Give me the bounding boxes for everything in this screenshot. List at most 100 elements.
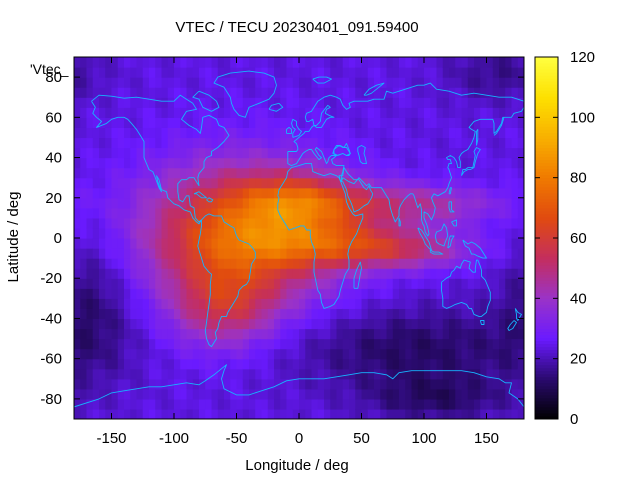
- heatmap-cell: [74, 147, 81, 159]
- heatmap-cell: [211, 358, 219, 370]
- heatmap-cell: [211, 187, 219, 199]
- heatmap-cell: [324, 207, 331, 219]
- heatmap-cell: [249, 107, 256, 118]
- heatmap-cell: [255, 147, 263, 159]
- heatmap-cell: [367, 328, 375, 340]
- heatmap-cell: [211, 87, 219, 98]
- heatmap-cell: [224, 258, 231, 269]
- heatmap-cell: [492, 107, 500, 118]
- chart-title: VTEC / TECU 20230401_091.59400: [175, 19, 418, 36]
- heatmap-cell: [342, 127, 350, 139]
- heatmap-cell: [349, 378, 356, 390]
- heatmap-cell: [342, 167, 350, 179]
- heatmap-cell: [367, 197, 375, 209]
- heatmap-cell: [249, 187, 256, 199]
- heatmap-cell: [386, 298, 394, 309]
- colorbar-step: [535, 415, 558, 420]
- heatmap-cell: [330, 227, 338, 239]
- heatmap-cell: [255, 398, 263, 410]
- colorbar-step: [535, 225, 558, 230]
- heatmap-cell: [499, 57, 506, 68]
- heatmap-cell: [74, 107, 81, 118]
- y-tick-label: -60: [40, 351, 62, 368]
- heatmap-cell: [130, 328, 138, 340]
- colorbar-step: [535, 162, 558, 167]
- heatmap-cell: [161, 57, 169, 68]
- heatmap-cell: [461, 57, 469, 68]
- heatmap-cell: [180, 258, 188, 269]
- heatmap-cell: [199, 248, 206, 259]
- heatmap-cell: [330, 358, 338, 370]
- heatmap-cell: [186, 127, 194, 139]
- heatmap-cell: [405, 97, 413, 108]
- heatmap-cell: [274, 107, 281, 118]
- heatmap-cell: [99, 57, 106, 68]
- heatmap-cell: [180, 187, 188, 199]
- heatmap-cell: [467, 318, 475, 330]
- heatmap-cell: [167, 328, 175, 340]
- heatmap-cell: [230, 87, 238, 98]
- heatmap-cell: [461, 288, 469, 299]
- heatmap-cell: [361, 318, 369, 330]
- heatmap-cell: [274, 388, 281, 400]
- heatmap-cell: [142, 57, 150, 68]
- heatmap-cell: [142, 308, 150, 320]
- heatmap-cell: [330, 187, 338, 199]
- heatmap-cell: [149, 268, 156, 279]
- heatmap-cell: [430, 227, 438, 239]
- heatmap-cell: [274, 338, 281, 350]
- heatmap-cell: [92, 107, 100, 118]
- heatmap-cell: [367, 187, 375, 199]
- heatmap-cell: [299, 127, 306, 139]
- heatmap-cell: [374, 117, 381, 128]
- heatmap-cell: [242, 57, 250, 68]
- heatmap-cell: [499, 127, 506, 139]
- colorbar-step: [535, 271, 558, 275]
- heatmap-cell: [336, 67, 344, 78]
- x-tick-label: 150: [474, 430, 499, 447]
- heatmap-cell: [280, 187, 288, 199]
- heatmap-cell: [342, 298, 350, 309]
- heatmap-cell: [442, 97, 450, 108]
- heatmap-cell: [392, 117, 400, 128]
- heatmap-cell: [399, 137, 406, 149]
- heatmap-cell: [361, 207, 369, 219]
- heatmap-cell: [317, 378, 325, 390]
- heatmap-cell: [155, 137, 163, 149]
- heatmap-cell: [86, 177, 94, 189]
- heatmap-cell: [505, 248, 513, 259]
- heatmap-cell: [292, 318, 300, 330]
- heatmap-cell: [267, 227, 275, 239]
- heatmap-cell: [405, 338, 413, 350]
- heatmap-cell: [455, 358, 463, 370]
- colorbar-step: [535, 316, 558, 320]
- heatmap-cell: [517, 117, 524, 128]
- heatmap-cell: [492, 87, 500, 98]
- heatmap-cell: [167, 67, 175, 78]
- heatmap-cell: [111, 137, 119, 149]
- colorbar-step: [535, 340, 558, 345]
- heatmap-cell: [436, 207, 444, 219]
- heatmap-cell: [280, 398, 288, 410]
- heatmap-cell: [411, 157, 419, 169]
- heatmap-cell: [299, 398, 306, 410]
- heatmap-cell: [386, 57, 394, 68]
- heatmap-cell: [136, 117, 144, 128]
- colorbar-tick-label: 100: [570, 109, 595, 126]
- heatmap-cell: [436, 398, 444, 410]
- heatmap-cell: [336, 268, 344, 279]
- heatmap-cell: [174, 77, 181, 88]
- heatmap-cell: [211, 348, 219, 360]
- heatmap-cell: [492, 328, 500, 340]
- heatmap-cell: [124, 388, 131, 400]
- heatmap-cell: [111, 217, 119, 229]
- heatmap-cell: [305, 278, 313, 289]
- heatmap-cell: [517, 278, 524, 289]
- heatmap-cell: [292, 187, 300, 199]
- heatmap-cell: [136, 67, 144, 78]
- colorbar-step: [535, 219, 558, 224]
- heatmap-cell: [199, 77, 206, 88]
- heatmap-cell: [386, 278, 394, 289]
- heatmap-cell: [411, 268, 419, 279]
- heatmap-cell: [505, 358, 513, 370]
